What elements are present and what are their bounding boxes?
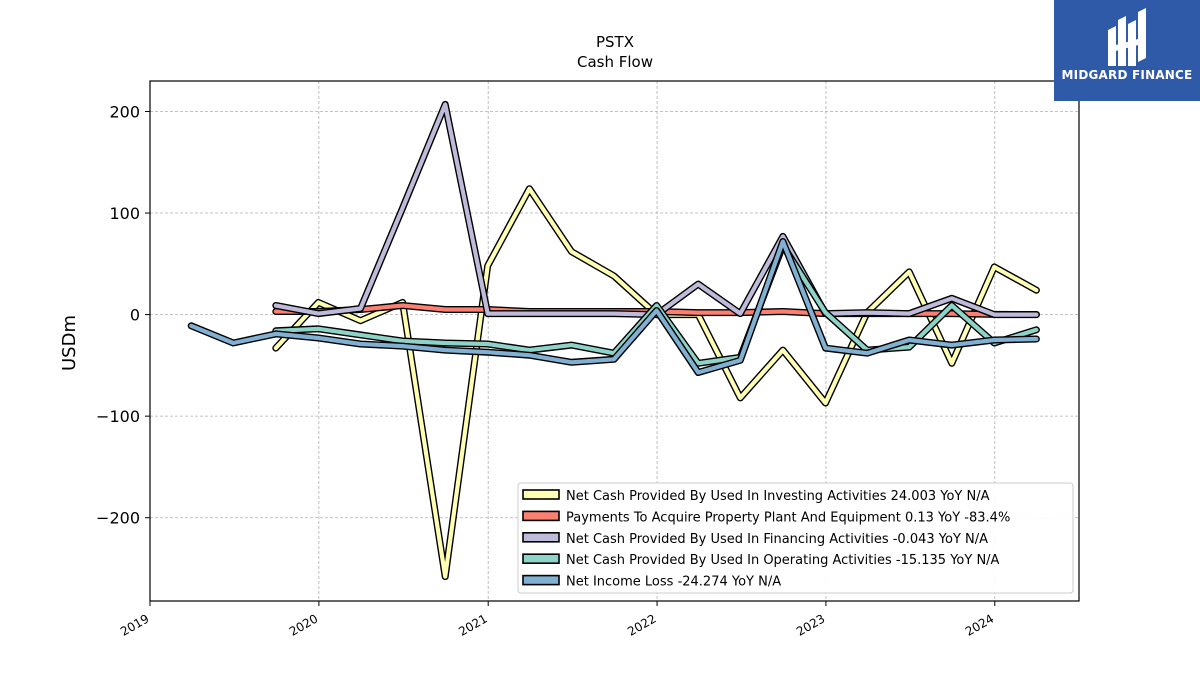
logo-mark-icon <box>1108 8 1146 66</box>
series-line-2 <box>273 102 1039 317</box>
y-tick-label: 100 <box>109 204 140 223</box>
series-lines <box>187 100 1040 581</box>
legend-label: Net Income Loss -24.274 YoY N/A <box>566 575 781 590</box>
series-line-3 <box>273 243 1039 366</box>
legend: Net Cash Provided By Used In Investing A… <box>517 482 1074 594</box>
legend-swatch <box>522 574 560 586</box>
x-tick-label: 2019 <box>118 611 151 638</box>
logo-text: MIDGARD FINANCE <box>1061 68 1193 82</box>
legend-swatch <box>522 489 560 500</box>
series-line-4 <box>189 239 1039 375</box>
series-outline-2 <box>272 100 1040 319</box>
legend-box <box>517 482 1074 594</box>
legend-label: Payments To Acquire Property Plant And E… <box>566 510 1010 525</box>
legend-label: Net Cash Provided By Used In Operating A… <box>566 553 1000 568</box>
x-tick-label: 2020 <box>287 611 320 638</box>
y-tick-label: 0 <box>130 306 140 325</box>
legend-swatch <box>522 553 560 565</box>
midgard-finance-logo: MIDGARD FINANCE <box>1054 0 1200 101</box>
y-tick-label: −100 <box>96 407 140 426</box>
plot-frame <box>149 80 1080 602</box>
y-axis-label: USDm <box>59 315 80 371</box>
axes: 200 100 0 −100 −200 2019 2020 2021 2022 2023 2024 <box>96 102 996 638</box>
y-tick-label: 200 <box>109 102 140 121</box>
x-tick-label: 2022 <box>625 611 658 638</box>
legend-label: Net Cash Provided By Used In Financing A… <box>566 532 988 547</box>
legend-label: Net Cash Provided By Used In Investing A… <box>566 489 990 504</box>
chart-subtitle: Cash Flow <box>577 53 653 71</box>
x-tick-label: 2023 <box>794 611 827 638</box>
legend-swatch <box>522 531 560 543</box>
chart-title: PSTX <box>596 33 634 51</box>
legend-swatch <box>522 510 560 522</box>
x-tick-label: 2021 <box>456 611 489 638</box>
y-tick-label: −200 <box>96 509 140 528</box>
x-tick-label: 2024 <box>963 611 996 638</box>
